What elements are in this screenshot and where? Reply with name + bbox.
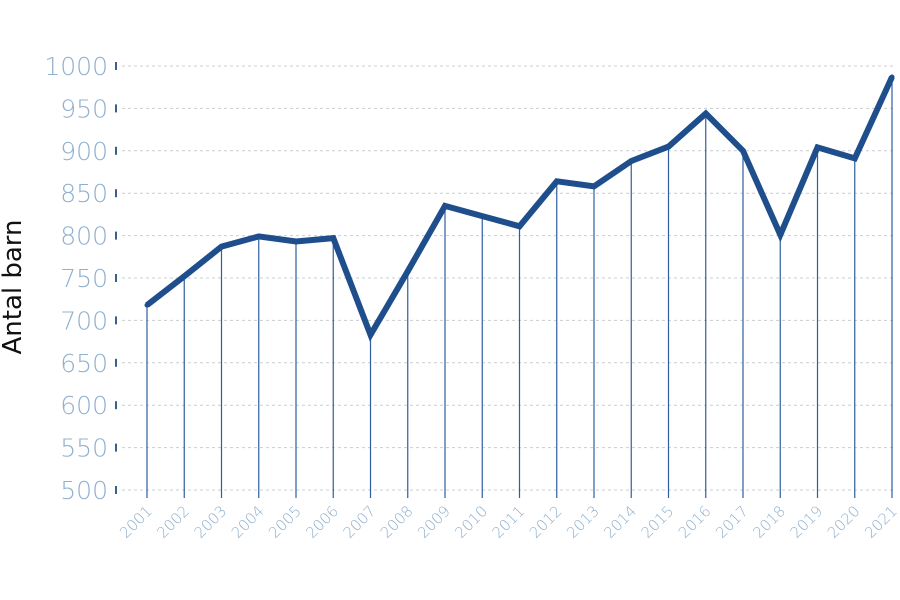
data-point (144, 302, 150, 308)
data-point (181, 273, 187, 279)
data-point (740, 148, 746, 154)
y-tick-label: 750 (60, 264, 108, 293)
x-tick-label: 2020 (824, 502, 864, 542)
x-axis-ticks: 2001200220032004200520062007200820092010… (116, 502, 900, 542)
x-tick-label: 2016 (675, 502, 715, 542)
x-tick-label: 2012 (526, 502, 566, 542)
x-tick-label: 2001 (116, 502, 156, 542)
data-point (554, 178, 560, 184)
x-tick-label: 2010 (451, 502, 491, 542)
drop-lines (146, 77, 893, 498)
data-point (330, 235, 336, 241)
data-point (852, 155, 858, 161)
data-point (442, 203, 448, 209)
x-tick-label: 2011 (489, 502, 529, 542)
y-tick-label: 800 (60, 222, 108, 251)
data-point (666, 144, 671, 150)
y-tick-label: 900 (60, 137, 108, 166)
x-tick-label: 2015 (638, 502, 678, 542)
y-tick-label: 850 (60, 179, 108, 208)
y-tick-label: 1000 (44, 52, 108, 81)
x-tick-label: 2021 (861, 502, 900, 542)
x-tick-label: 2013 (563, 502, 603, 542)
data-point (293, 239, 299, 245)
x-tick-label: 2014 (600, 502, 640, 542)
x-tick-label: 2007 (340, 502, 380, 542)
x-tick-label: 2017 (712, 502, 752, 542)
grid-lines (122, 65, 895, 491)
x-tick-label: 2008 (377, 502, 417, 542)
x-tick-label: 2004 (228, 502, 268, 542)
x-tick-label: 2002 (153, 502, 193, 542)
y-axis-ticks: 500 550 600 650 700 750 800 850 900 950 1000 (44, 52, 117, 505)
data-point (703, 110, 709, 116)
series-layer (144, 74, 895, 342)
data-point (405, 268, 411, 274)
y-axis-label: Antal barn (0, 219, 28, 354)
data-point (368, 332, 373, 338)
y-tick-label: 650 (60, 349, 108, 378)
y-tick-label: 950 (60, 94, 108, 123)
y-tick-label: 600 (60, 391, 108, 420)
data-point (219, 244, 224, 250)
x-tick-label: 2003 (191, 502, 231, 542)
y-tick-label: 550 (60, 434, 108, 463)
data-point (517, 223, 522, 229)
x-tick-label: 2018 (749, 502, 789, 542)
y-tick-label: 500 (60, 476, 108, 505)
data-point (777, 232, 783, 238)
data-point (889, 74, 895, 80)
y-tick-label: 700 (60, 306, 108, 335)
x-tick-label: 2009 (414, 502, 454, 542)
data-point (591, 183, 597, 189)
data-point (815, 144, 820, 150)
data-point (479, 213, 485, 219)
data-point (628, 158, 634, 164)
x-tick-label: 2005 (265, 502, 305, 542)
x-tick-label: 2006 (302, 502, 342, 542)
x-tick-label: 2019 (787, 502, 827, 542)
data-point (256, 233, 262, 239)
